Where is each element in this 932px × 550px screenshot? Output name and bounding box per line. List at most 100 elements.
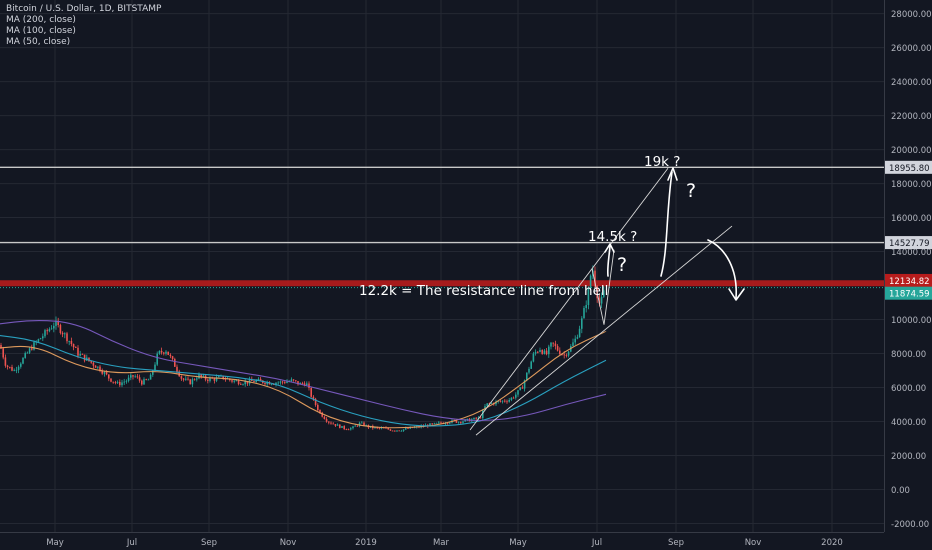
y-tick-label: 0.00	[891, 486, 910, 496]
candle-body	[499, 401, 502, 402]
arrow-down	[707, 239, 737, 299]
candle-body	[152, 370, 154, 375]
candle-body	[559, 350, 561, 355]
price-tag-18955-bg	[885, 160, 932, 174]
candle-body	[266, 382, 268, 385]
legend-ma100[interactable]: MA (100, close)	[6, 26, 76, 36]
candle-body	[314, 398, 317, 405]
candle-body	[6, 365, 9, 367]
candle-body	[207, 379, 209, 381]
candle-body	[548, 346, 550, 355]
candle-body	[400, 430, 403, 432]
y-tick-label: 28000.00	[891, 10, 932, 20]
candle-body	[114, 382, 117, 383]
y-tick-label: 2000.00	[891, 452, 926, 462]
candle-body	[306, 383, 308, 386]
candle-body	[61, 332, 64, 335]
candle-body	[490, 403, 493, 404]
candle-body	[374, 427, 376, 429]
candle-body	[534, 351, 537, 354]
target-19k-annotation: 19k ?	[644, 154, 681, 170]
candle-body	[552, 342, 554, 344]
candle-body	[479, 417, 482, 419]
trendlines	[469, 167, 733, 436]
candle-body	[457, 421, 460, 423]
price-axis[interactable]: 28000.00 26000.00 24000.00 22000.00 20000.00…	[891, 10, 932, 530]
y-tick-label: -2000.00	[891, 520, 929, 530]
candle-body	[200, 374, 202, 377]
candle-body	[521, 387, 524, 389]
y-tick-label: 16000.00	[891, 214, 932, 224]
candle-body	[81, 354, 84, 355]
candle-body	[75, 347, 77, 348]
candle-body	[70, 341, 73, 345]
legend-ma200[interactable]: MA (200, close)	[6, 15, 76, 25]
line-12134-red	[0, 280, 884, 287]
candle-body	[295, 380, 297, 382]
question-mark-2: ?	[686, 180, 697, 202]
candle-body	[233, 380, 235, 382]
x-tick-label: Jul	[591, 538, 602, 548]
candle-body	[244, 381, 246, 385]
candle-body	[240, 384, 242, 385]
candle-body	[515, 394, 517, 398]
symbol-title[interactable]: Bitcoin / U.S. Dollar, 1D, BITSTAMP	[6, 4, 162, 14]
wedge-left-line	[591, 268, 605, 325]
candle-body	[185, 378, 187, 380]
grid-lines	[0, 0, 884, 532]
candle-body	[506, 401, 508, 403]
y-tick-label: 8000.00	[891, 350, 926, 360]
candle-body	[444, 423, 447, 425]
y-tick-label: 4000.00	[891, 418, 926, 428]
y-tick-label: 20000.00	[891, 146, 932, 156]
candle-body	[394, 430, 396, 432]
candle-body	[48, 329, 51, 332]
candle-body	[398, 430, 400, 432]
candle-body	[504, 400, 506, 402]
candle-body	[581, 318, 583, 329]
candle-body	[598, 298, 601, 304]
time-axis[interactable]: May Jul Sep Nov 2019 Mar May Jul Sep Nov 2020	[46, 538, 843, 548]
candle-body	[127, 377, 130, 381]
candle-body	[237, 380, 240, 385]
candle-body	[189, 379, 191, 385]
candle-body	[92, 362, 95, 366]
candle-body	[563, 354, 565, 356]
channel-lower-line	[475, 225, 733, 436]
candle-body	[600, 296, 603, 304]
candle-body	[495, 401, 497, 405]
x-tick-label: Jul	[126, 538, 137, 548]
candle-body	[574, 338, 576, 343]
legend-ma50[interactable]: MA (50, close)	[6, 37, 71, 47]
arrow-down-head	[728, 288, 745, 301]
candle-body	[187, 378, 189, 380]
ma100-line	[0, 335, 607, 427]
candle-body	[587, 288, 590, 306]
candle-body	[572, 342, 574, 347]
candle-body	[90, 361, 92, 363]
candle-body	[286, 381, 288, 383]
candle-body	[171, 356, 174, 360]
candle-body	[317, 404, 319, 411]
candle-body	[312, 396, 315, 399]
x-tick-label: May	[46, 538, 64, 548]
candle-body	[4, 357, 7, 366]
candle-body	[466, 418, 469, 420]
candle-body	[9, 366, 11, 368]
candle-body	[460, 421, 462, 423]
candle-body	[147, 379, 150, 381]
candle-body	[332, 423, 334, 425]
candle-body	[341, 426, 343, 428]
candle-body	[378, 427, 381, 429]
candle-body	[387, 427, 389, 430]
candle-body	[281, 381, 284, 383]
candle-body	[290, 379, 293, 382]
candle-body	[202, 375, 205, 377]
candle-body	[385, 427, 387, 429]
candle-body	[321, 412, 323, 417]
candle-body	[160, 350, 163, 353]
candle-body	[251, 379, 253, 381]
candle-body	[55, 320, 57, 326]
